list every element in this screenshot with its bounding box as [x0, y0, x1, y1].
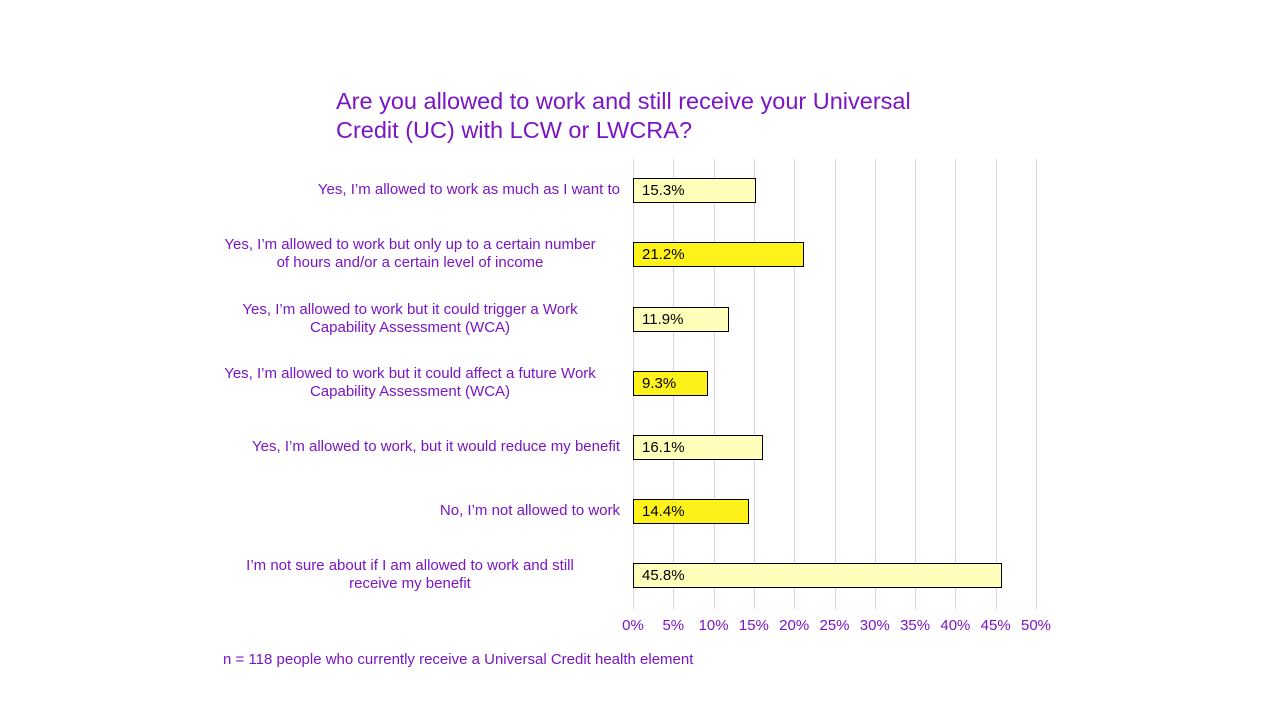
- category-label: Yes, I’m allowed to work as much as I wa…: [200, 181, 620, 199]
- x-tick-label: 50%: [1020, 617, 1052, 634]
- category-label-line: of hours and/or a certain level of incom…: [276, 254, 544, 271]
- gridline: [834, 159, 836, 609]
- x-tick-label: 30%: [859, 617, 890, 634]
- x-tick-label: 0%: [622, 617, 644, 634]
- bar: 11.9%: [633, 307, 729, 332]
- bar: 15.3%: [633, 178, 757, 203]
- gridline: [955, 159, 957, 609]
- x-tick-label: 45%: [980, 617, 1011, 634]
- category-label-line: Yes, I’m allowed to work but only up to …: [224, 236, 596, 253]
- bar: 16.1%: [633, 435, 763, 460]
- gridline: [874, 159, 876, 609]
- gridline: [995, 159, 997, 609]
- data-label: 16.1%: [642, 439, 685, 456]
- category-label-line: receive my benefit: [349, 575, 471, 592]
- gridline: [713, 159, 715, 609]
- title-line-2: Credit (UC) with LCW or LWCRA?: [336, 117, 693, 143]
- bar: 14.4%: [633, 499, 750, 524]
- category-label-line: No, I’m not allowed to work: [439, 502, 620, 519]
- data-label: 11.9%: [642, 311, 684, 328]
- gridline: [753, 159, 755, 609]
- category-label: Yes, I’m allowed to work but it could tr…: [200, 301, 620, 337]
- category-label-line: Yes, I’m allowed to work but it could af…: [224, 365, 596, 382]
- x-tick-label: 15%: [738, 617, 769, 634]
- data-label: 14.4%: [642, 503, 685, 520]
- category-label: Yes, I’m allowed to work but it could af…: [200, 365, 620, 401]
- footnote: n = 118 people who currently receive a U…: [223, 651, 694, 668]
- x-tick-label: 5%: [662, 617, 685, 634]
- category-label-line: Yes, I’m allowed to work, but it would r…: [252, 438, 620, 455]
- category-label-line: Capability Assessment (WCA): [309, 383, 511, 400]
- x-tick-label: 40%: [940, 617, 971, 634]
- data-label: 9.3%: [642, 375, 677, 392]
- x-tick-label: 35%: [900, 617, 931, 634]
- chart-title: Are you allowed to work and still receiv…: [336, 87, 976, 145]
- gridline: [915, 159, 917, 609]
- category-label-line: Yes, I’m allowed to work but it could tr…: [242, 301, 578, 318]
- category-label: I’m not sure about if I am allowed to wo…: [200, 557, 620, 593]
- bar: 9.3%: [633, 371, 708, 396]
- x-tick-label: 20%: [779, 617, 810, 634]
- data-label: 21.2%: [642, 246, 685, 263]
- category-label-line: Capability Assessment (WCA): [309, 319, 511, 336]
- gridline: [1036, 159, 1037, 609]
- x-tick-label: 10%: [698, 617, 729, 634]
- x-tick-label: 25%: [819, 617, 850, 634]
- category-label: No, I’m not allowed to work: [200, 502, 620, 520]
- gridline: [794, 159, 796, 609]
- title-line-1: Are you allowed to work and still receiv…: [336, 88, 911, 114]
- category-label: Yes, I’m allowed to work but only up to …: [200, 236, 620, 272]
- bar: 21.2%: [633, 242, 804, 267]
- category-label-line: I’m not sure about if I am allowed to wo…: [246, 557, 574, 574]
- data-label: 45.8%: [642, 567, 685, 584]
- category-label-line: Yes, I’m allowed to work as much as I wa…: [317, 181, 620, 198]
- data-label: 15.3%: [642, 182, 685, 199]
- category-label: Yes, I’m allowed to work, but it would r…: [200, 438, 620, 456]
- plot-area: 15.3% 21.2% 11.9% 9.3% 16.1% 14.4% 45.8%: [633, 159, 1037, 609]
- bar: 45.8%: [633, 563, 1003, 588]
